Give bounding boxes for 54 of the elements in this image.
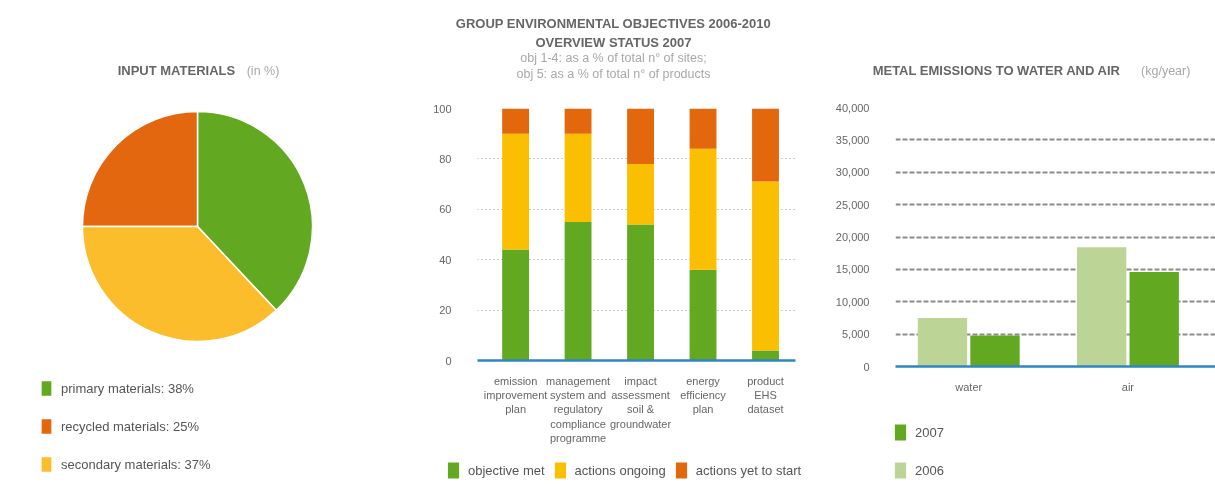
bar	[627, 224, 654, 361]
bar	[970, 335, 1020, 367]
y-tick-label: 15,000	[835, 263, 870, 276]
y-tick-label: 35,000	[835, 133, 870, 146]
bar	[502, 108, 530, 134]
y-tick-label: 0	[445, 354, 452, 367]
y-tick-label: 5,000	[841, 328, 870, 341]
chart-subtitle: obj 1-4: as a % of total n° of sites; obj 5: as a % of total n° of products	[516, 50, 711, 81]
y-tick-label: 25,000	[835, 198, 870, 211]
bar	[752, 181, 779, 351]
chart-title: INPUT MATERIALS	[117, 63, 236, 78]
bar	[689, 148, 717, 270]
y-tick-label: 30,000	[835, 166, 870, 179]
y-tick-label: 0	[863, 360, 870, 373]
legend-label: actions ongoing	[574, 461, 666, 480]
bar	[564, 108, 592, 134]
bar	[502, 249, 530, 361]
chart-title: GROUP ENVIRONMENTAL OBJECTIVES 2006-2010 OVERVIEW STATUS 2007	[455, 16, 771, 50]
y-tick-label: 40	[439, 253, 452, 266]
y-tick-label: 40,000	[835, 101, 870, 114]
y-tick-label: 100	[433, 102, 452, 115]
y-tick-label: 10,000	[835, 295, 870, 308]
legend-label: secondary materials: 37%	[61, 455, 211, 474]
bar	[564, 133, 592, 222]
chart-subtitle: (in %)	[246, 63, 280, 78]
bar	[1129, 271, 1179, 367]
x-tick-label: energy efficiency plan	[680, 374, 727, 416]
legend-label: recycled materials: 25%	[61, 417, 199, 436]
bar	[502, 133, 530, 250]
bar	[627, 108, 654, 164]
y-tick-label: 20	[439, 304, 452, 317]
x-tick-label: air	[1121, 380, 1135, 393]
legend-label: primary materials: 38%	[61, 379, 194, 398]
chart-subtitle: (kg/year)	[1141, 63, 1191, 78]
bar	[689, 269, 717, 361]
bar	[564, 221, 592, 361]
legend-label: 2007	[915, 423, 944, 442]
bar	[917, 317, 968, 367]
legend-label: 2006	[915, 461, 944, 480]
legend-label: objective met	[468, 461, 545, 480]
legend-label: actions yet to start	[695, 461, 802, 480]
y-tick-label: 60	[439, 203, 452, 216]
x-tick-label: water	[954, 380, 983, 393]
chart-title: METAL EMISSIONS TO WATER AND AIR	[872, 63, 1121, 78]
bar	[689, 108, 717, 149]
bar	[752, 108, 779, 182]
bar	[1076, 247, 1127, 367]
y-tick-label: 80	[439, 152, 452, 165]
bar	[627, 163, 654, 225]
x-tick-label: emission improvement plan	[483, 374, 548, 416]
x-tick-label: impact assessment soil & groundwater	[609, 374, 672, 430]
bar	[752, 350, 779, 361]
y-tick-label: 20,000	[835, 231, 870, 243]
x-tick-label: product EHS dataset	[747, 374, 784, 416]
